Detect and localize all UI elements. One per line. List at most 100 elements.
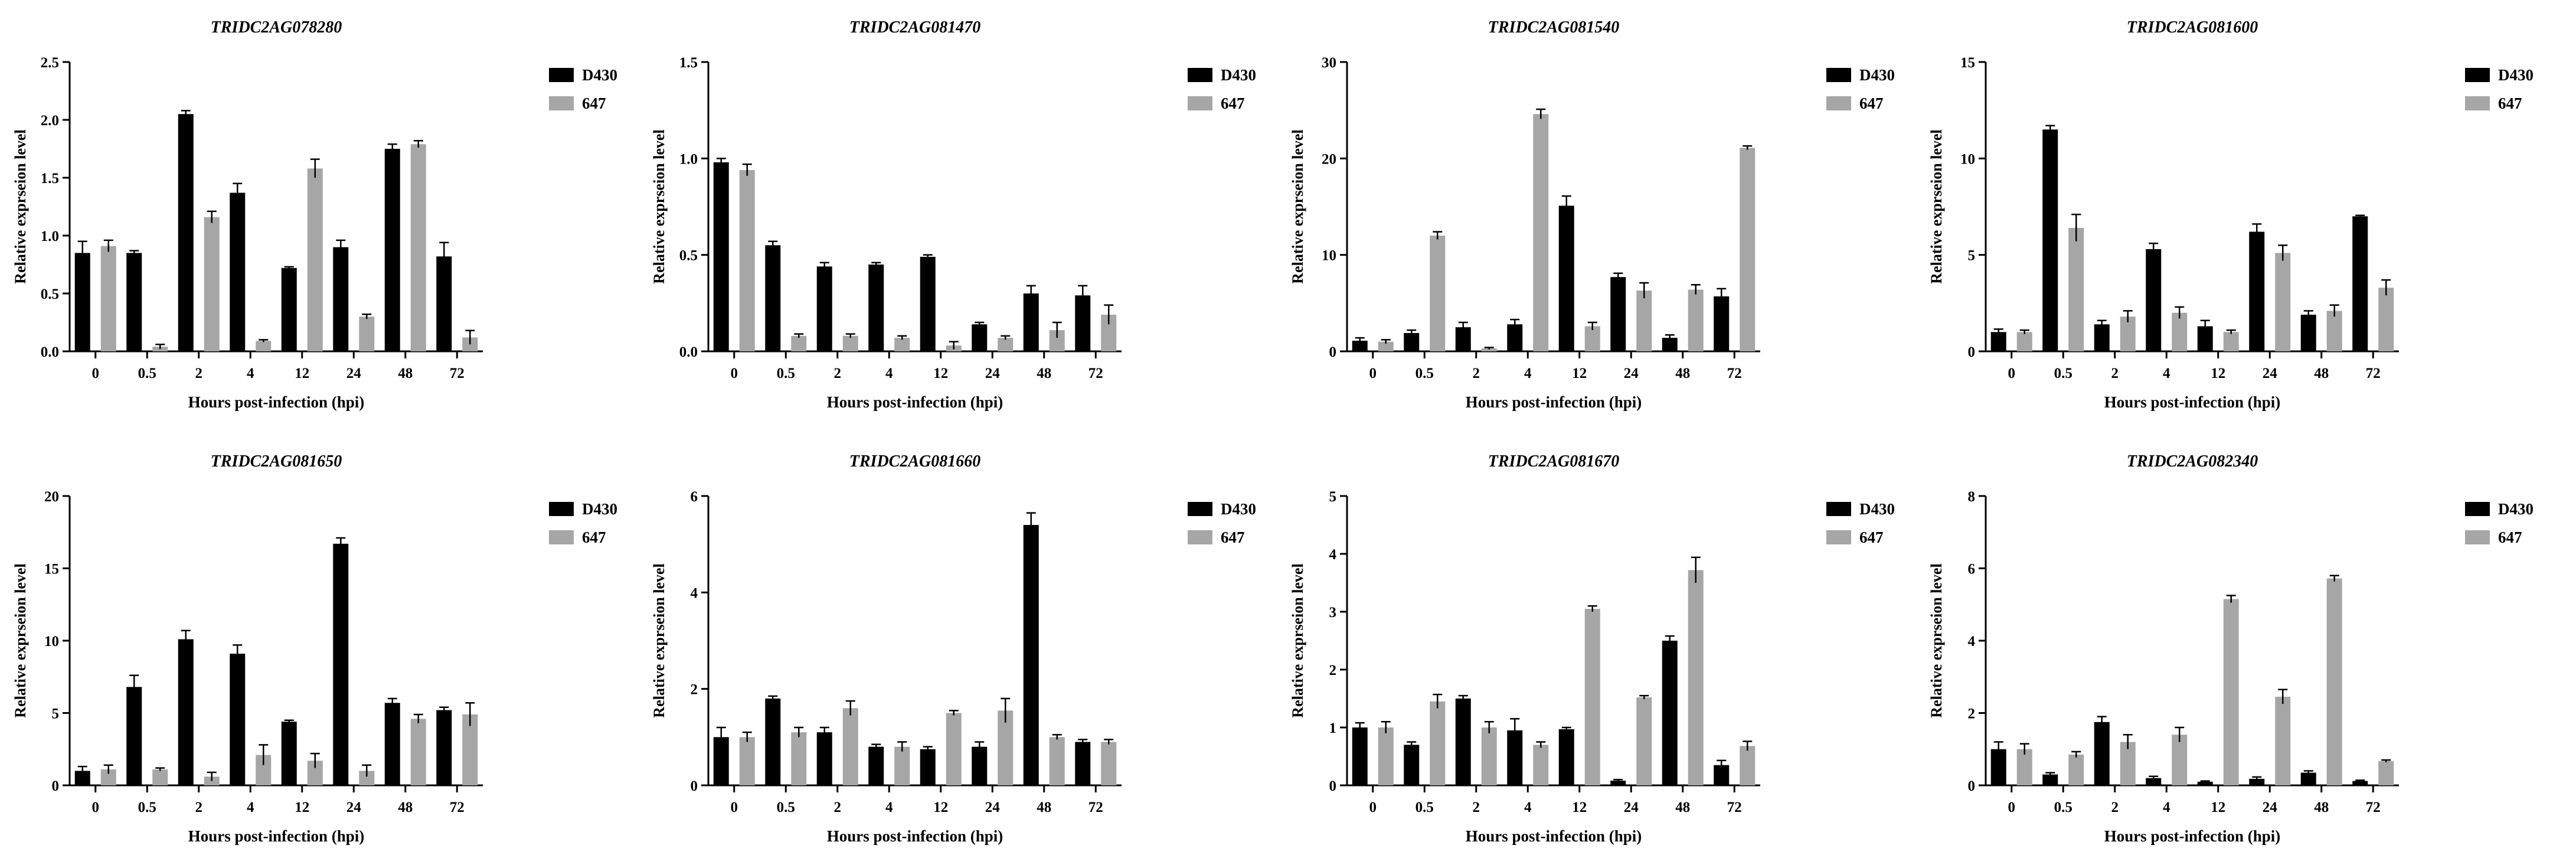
legend-swatch-d430 [549, 68, 574, 82]
legend-swatch-d430 [2465, 502, 2490, 516]
bar-d430-24 [333, 247, 349, 351]
x-tick-label: 2 [195, 800, 203, 815]
x-tick-label: 0 [731, 366, 738, 381]
x-axis-label: Hours post-infection (hpi) [827, 827, 1003, 845]
y-axis-label: Relative exprseion level [12, 129, 29, 283]
bar-647-4 [1533, 114, 1549, 351]
legend-swatch-647 [1188, 530, 1212, 544]
bar-647-12 [2223, 599, 2239, 785]
bar-647-2 [842, 335, 858, 351]
bar-d430-0.5 [126, 687, 142, 785]
x-tick-label: 0 [1369, 800, 1377, 815]
bar-647-0.5 [791, 732, 807, 785]
legend-swatch-647 [1826, 96, 1851, 110]
bar-d430-4 [868, 746, 884, 785]
bar-647-48 [410, 144, 426, 351]
bar-647-0.5 [1430, 236, 1446, 351]
y-tick-label: 1.5 [41, 171, 59, 187]
bar-647-72 [2378, 288, 2394, 351]
bar-647-12 [1584, 326, 1600, 351]
legend-label: 647 [1859, 528, 1884, 546]
y-tick-label: 15 [1960, 55, 1975, 71]
x-tick-label: 24 [2263, 366, 2278, 381]
bar-d430-0 [1352, 341, 1368, 351]
y-tick-label: 0.0 [679, 344, 698, 360]
x-tick-label: 48 [1037, 366, 1051, 381]
legend-label: D430 [582, 66, 617, 84]
bar-d430-2 [2094, 324, 2110, 351]
bar-647-72 [1740, 746, 1756, 785]
bar-d430-24 [2249, 231, 2265, 351]
y-tick-label: 0 [1329, 778, 1337, 794]
x-tick-label: 12 [1572, 800, 1587, 815]
bar-647-0.5 [791, 335, 807, 351]
y-tick-label: 2 [1968, 706, 1976, 722]
bar-d430-24 [1610, 277, 1626, 351]
chart-title: TRIDC2AG081600 [2127, 18, 2258, 37]
bar-d430-2 [816, 266, 832, 351]
y-tick-label: 10 [1322, 248, 1336, 264]
y-tick-label: 1.0 [679, 151, 698, 167]
legend-label: 647 [1221, 528, 1245, 546]
x-tick-label: 0.5 [777, 366, 795, 381]
x-tick-label: 2 [1473, 366, 1480, 381]
bar-647-72 [462, 714, 478, 785]
bar-d430-12 [281, 722, 297, 785]
y-tick-label: 6 [1968, 562, 1976, 577]
x-tick-label: 4 [2163, 800, 2170, 815]
bar-647-72 [1740, 148, 1756, 351]
x-axis-label: Hours post-infection (hpi) [188, 827, 365, 845]
bar-647-72 [1101, 742, 1117, 785]
bar-647-0 [2016, 749, 2032, 785]
legend-swatch-d430 [1188, 502, 1212, 516]
bar-d430-48 [1023, 293, 1039, 351]
legend-label: D430 [1859, 66, 1895, 84]
y-tick-label: 8 [1968, 489, 1976, 505]
y-tick-label: 0.0 [41, 344, 59, 360]
x-tick-label: 48 [2314, 800, 2329, 815]
bar-d430-24 [972, 746, 988, 785]
chart-panel-0: TRIDC2AG078280 0.0 0.5 1.0 1.5 2.0 2.5 Relative… [12, 18, 617, 411]
x-tick-label: 0 [92, 366, 100, 381]
legend-swatch-d430 [549, 502, 574, 516]
y-tick-label: 1.0 [41, 229, 59, 244]
x-tick-label: 24 [2263, 800, 2278, 815]
x-tick-label: 12 [2211, 366, 2225, 381]
y-tick-label: 4 [1968, 634, 1976, 650]
y-tick-label: 0.5 [41, 286, 59, 302]
x-tick-label: 12 [933, 366, 948, 381]
y-tick-label: 4 [691, 585, 698, 601]
bar-647-4 [256, 341, 272, 351]
bar-647-4 [1533, 745, 1549, 785]
bar-d430-2 [178, 639, 194, 785]
y-tick-label: 30 [1322, 55, 1336, 71]
bar-d430-24 [333, 543, 349, 785]
legend-swatch-d430 [1826, 68, 1851, 82]
y-tick-label: 0 [1968, 344, 1976, 360]
x-tick-label: 12 [295, 800, 309, 815]
bar-647-0.5 [2068, 227, 2084, 351]
y-tick-label: 4 [1329, 547, 1337, 563]
y-tick-label: 20 [44, 489, 59, 505]
y-tick-label: 2.0 [41, 113, 59, 129]
x-axis-label: Hours post-infection (hpi) [2104, 393, 2281, 411]
y-axis-label: Relative exprseion level [1928, 129, 1945, 283]
legend-label: D430 [1859, 500, 1895, 518]
bar-647-24 [998, 710, 1014, 785]
x-tick-label: 2 [2111, 800, 2119, 815]
legend-label: D430 [1221, 500, 1256, 518]
y-axis-label: Relative exprseion level [1928, 563, 1945, 717]
bar-d430-4 [230, 654, 246, 785]
y-tick-label: 3 [1329, 605, 1337, 621]
bar-d430-12 [1558, 205, 1574, 351]
legend-label: D430 [2498, 66, 2533, 84]
bar-d430-0.5 [1404, 332, 1420, 351]
legend-swatch-647 [549, 530, 574, 544]
bar-d430-0 [74, 253, 90, 351]
bar-d430-12 [281, 267, 297, 351]
y-tick-label: 1 [1329, 720, 1337, 736]
y-tick-label: 0 [691, 778, 698, 794]
chart-title: TRIDC2AG081670 [1488, 452, 1619, 471]
legend-label: D430 [582, 500, 617, 518]
